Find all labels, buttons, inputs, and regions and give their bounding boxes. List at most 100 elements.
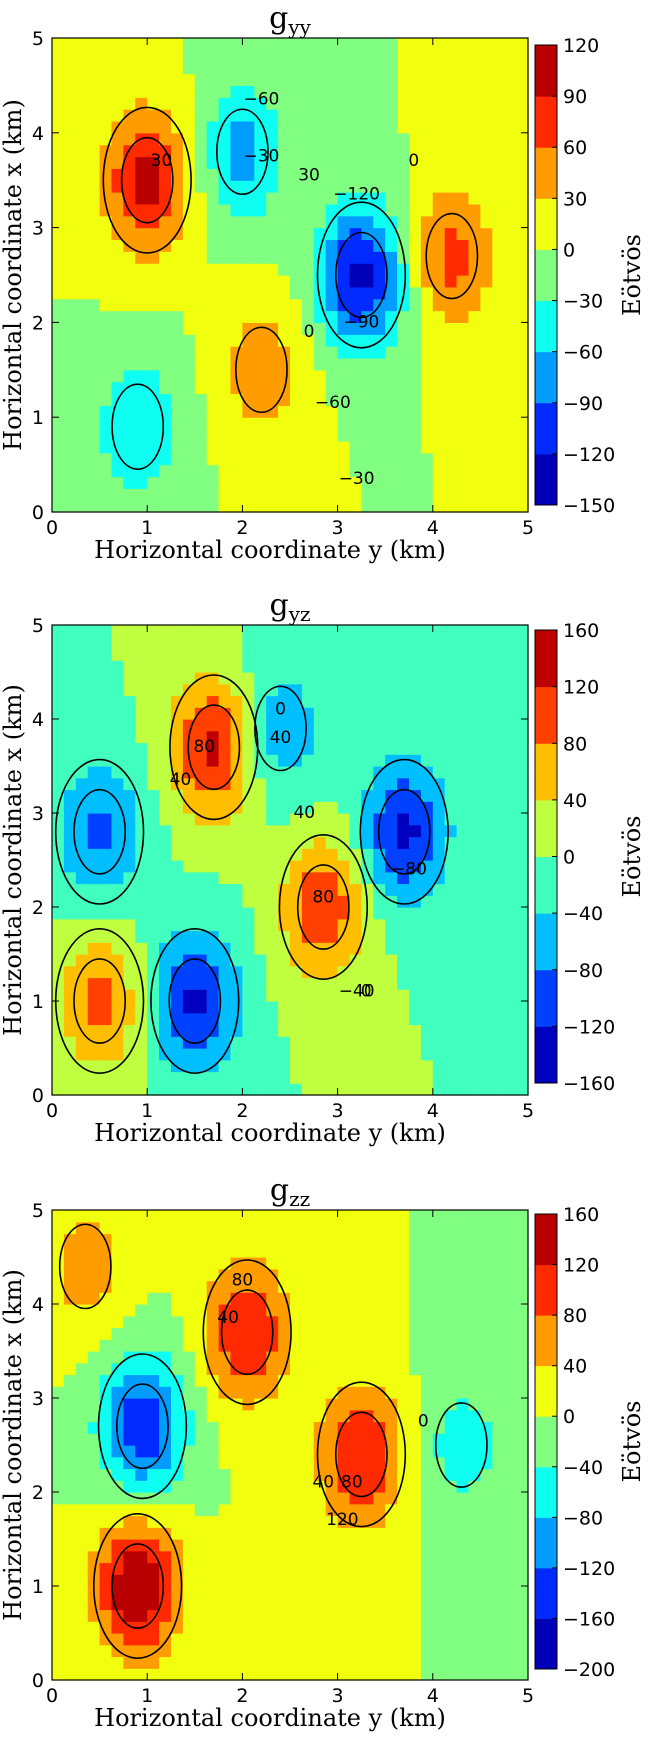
heatmap-cell: [301, 310, 315, 323]
heatmap-cell: [254, 977, 267, 990]
heatmap-cell: [194, 1527, 208, 1540]
heatmap-cell: [123, 49, 136, 63]
colorbar-segment: [535, 743, 557, 801]
contour-line: [73, 958, 127, 1044]
heatmap-cell: [242, 1001, 255, 1014]
heatmap-cell: [313, 789, 327, 802]
heatmap-cell: [456, 393, 470, 406]
heatmap-cell: [159, 97, 172, 110]
heatmap-cell: [52, 357, 65, 371]
heatmap-cell: [325, 120, 339, 134]
heatmap-cell: [420, 954, 434, 967]
heatmap-cell: [218, 1456, 232, 1470]
heatmap-cell: [218, 1245, 232, 1258]
heatmap-cell: [111, 1586, 124, 1599]
heatmap-cell: [456, 168, 470, 181]
colorbar-label: Eötvös: [618, 816, 646, 898]
heatmap-cell: [218, 1083, 232, 1096]
heatmap-cell: [123, 836, 136, 849]
heatmap-cell: [290, 1456, 303, 1470]
heatmap-cell: [218, 298, 232, 312]
heatmap-cell: [325, 1071, 339, 1084]
heatmap-cell: [420, 49, 434, 63]
heatmap-cell: [182, 464, 196, 478]
heatmap-cell: [123, 156, 136, 169]
heatmap-cell: [480, 1468, 493, 1481]
heatmap-cell: [385, 1351, 398, 1364]
heatmap-cell: [516, 636, 529, 650]
heatmap-cell: [87, 120, 101, 134]
heatmap-cell: [325, 334, 339, 347]
heatmap-cell: [313, 1268, 327, 1282]
heatmap-cell: [290, 275, 303, 288]
heatmap-cell: [278, 1257, 291, 1270]
heatmap-cell: [349, 871, 362, 885]
heatmap-cell: [373, 346, 386, 359]
heatmap-cell: [123, 1304, 136, 1317]
heatmap-cell: [87, 132, 101, 146]
heatmap-cell: [182, 298, 196, 312]
heatmap-cell: [218, 883, 232, 896]
heatmap-cell: [337, 1574, 351, 1587]
heatmap-cell: [230, 930, 243, 943]
heatmap-cell: [432, 742, 446, 755]
heatmap-cell: [504, 907, 517, 920]
heatmap-cell: [432, 801, 446, 814]
heatmap-cell: [63, 672, 77, 685]
heatmap-cell: [266, 1621, 279, 1634]
heatmap-cell: [206, 1621, 220, 1634]
heatmap-cell: [230, 429, 243, 442]
heatmap-cell: [254, 85, 267, 98]
heatmap-cell: [349, 440, 362, 454]
heatmap-cell: [52, 109, 65, 122]
heatmap-cell: [468, 860, 481, 873]
heatmap-cell: [397, 777, 410, 791]
heatmap-cell: [254, 120, 267, 134]
heatmap-cell: [230, 1503, 243, 1517]
heatmap-cell: [171, 625, 184, 638]
heatmap-cell: [325, 61, 339, 75]
heatmap-cell: [516, 1468, 529, 1481]
heatmap-cell: [504, 1048, 517, 1061]
heatmap-cell: [206, 1001, 220, 1014]
heatmap-cell: [266, 251, 279, 264]
heatmap-cell: [111, 192, 124, 205]
heatmap-cell: [242, 192, 255, 205]
heatmap-cell: [504, 1362, 517, 1376]
heatmap-cell: [337, 1280, 351, 1293]
heatmap-cell: [313, 1503, 327, 1517]
heatmap-cell: [99, 1059, 113, 1073]
heatmap-cell: [87, 405, 101, 418]
colorbar-tick-label: −90: [563, 393, 603, 415]
heatmap-cell: [242, 464, 255, 478]
heatmap-cell: [492, 263, 505, 276]
heatmap-cell: [504, 1280, 517, 1293]
heatmap-cell: [123, 1280, 136, 1293]
heatmap-cell: [456, 895, 470, 908]
heatmap-cell: [397, 109, 410, 122]
heatmap-cell: [278, 848, 291, 861]
heatmap-cell: [206, 1304, 220, 1317]
heatmap-cell: [75, 707, 89, 720]
heatmap-cell: [325, 625, 339, 638]
heatmap-cell: [182, 918, 196, 932]
heatmap-cell: [99, 38, 113, 51]
heatmap-cell: [504, 789, 517, 802]
heatmap-cell: [373, 742, 386, 755]
heatmap-cell: [230, 310, 243, 323]
heatmap-cell: [349, 625, 362, 638]
heatmap-cell: [301, 1550, 315, 1564]
heatmap-cell: [290, 1362, 303, 1376]
heatmap-cell: [456, 452, 470, 466]
heatmap-cell: [492, 1633, 505, 1646]
heatmap-cell: [147, 1586, 160, 1599]
heatmap-cell: [516, 1315, 529, 1329]
heatmap-cell: [432, 346, 446, 359]
heatmap-cell: [409, 369, 422, 383]
heatmap-cell: [385, 239, 398, 252]
heatmap-cell: [75, 1374, 89, 1387]
contour-line: [235, 326, 288, 414]
heatmap-cell: [480, 1257, 493, 1270]
heatmap-cell: [468, 1621, 481, 1634]
heatmap-cell: [171, 1036, 184, 1049]
